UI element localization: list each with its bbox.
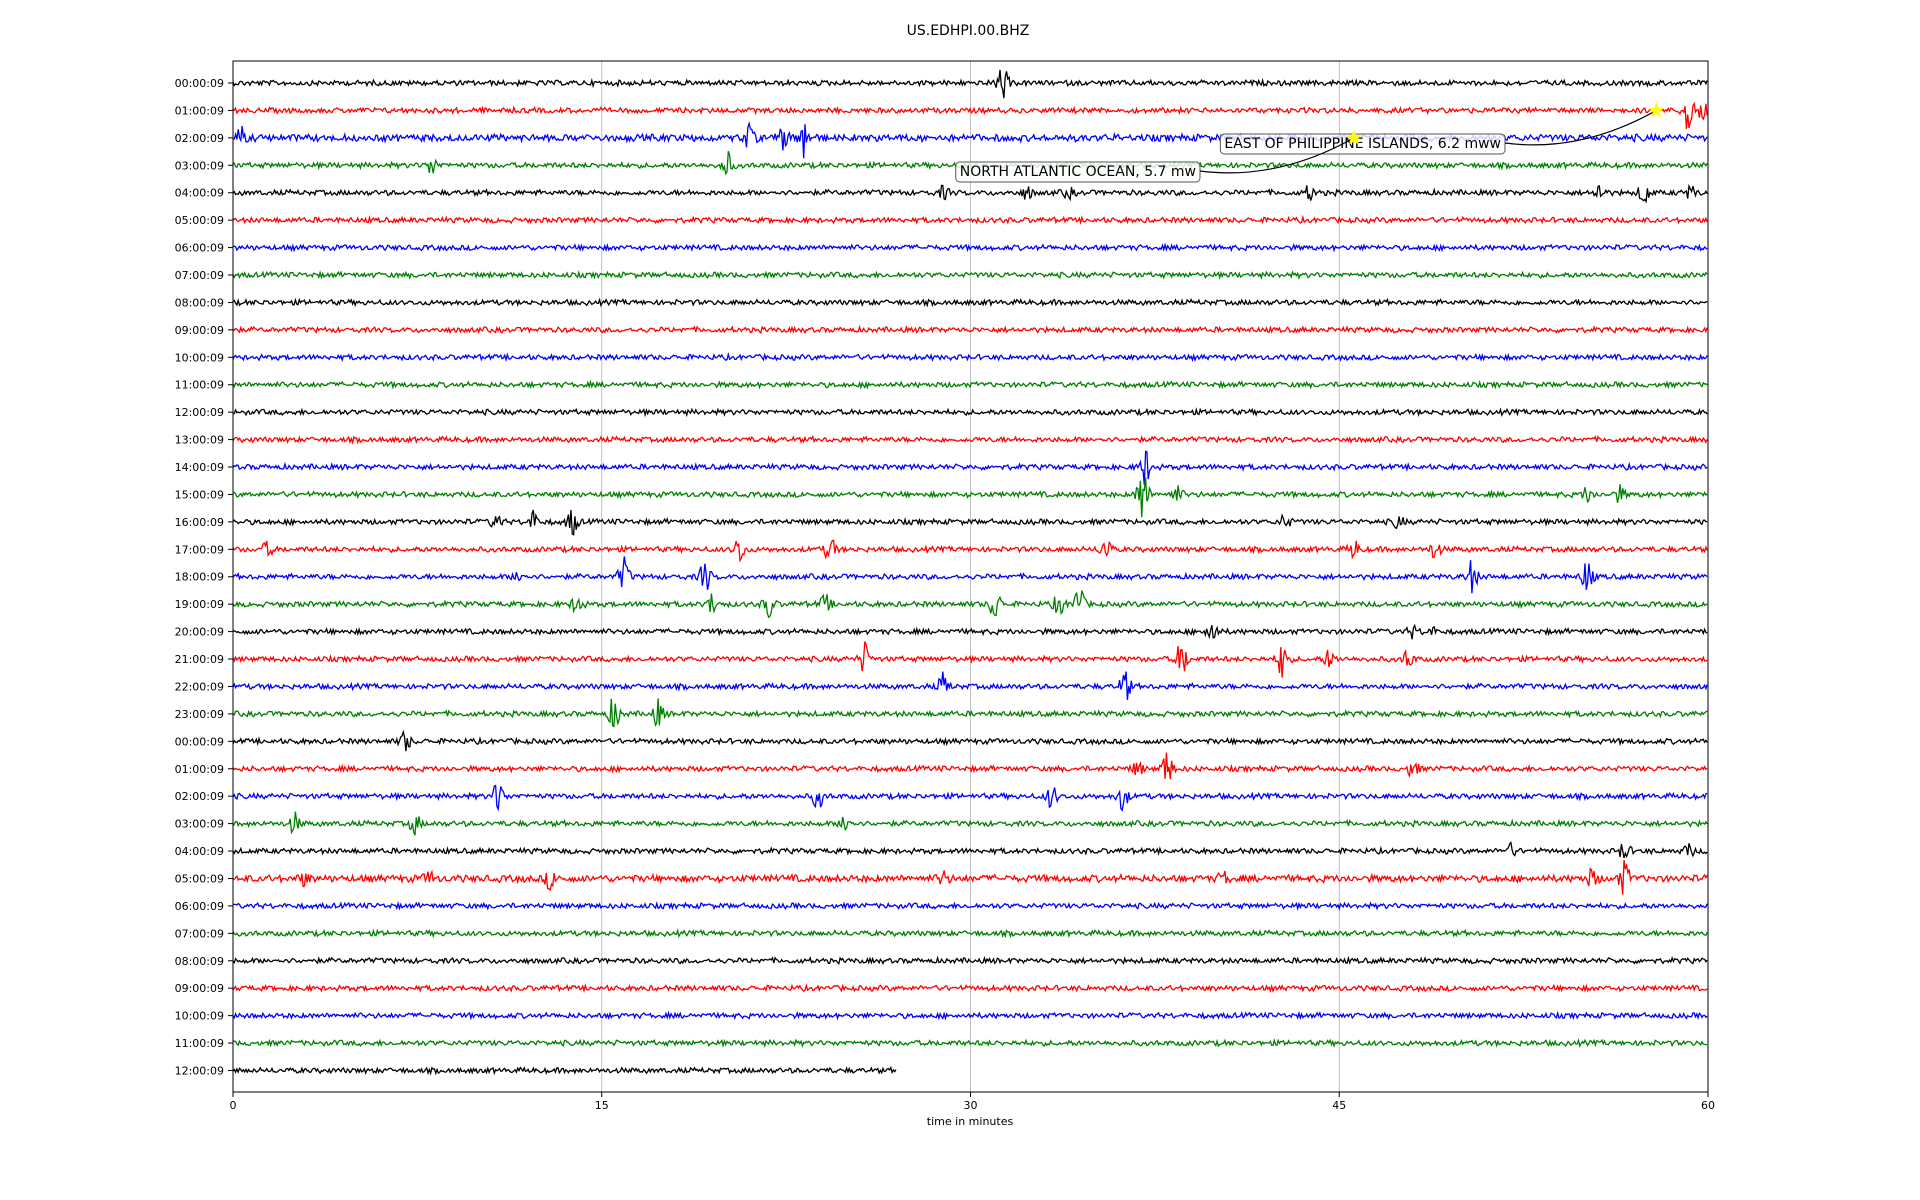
x-tick-label: 45 bbox=[1332, 1099, 1346, 1112]
row-label: 23:00:09 bbox=[175, 708, 224, 721]
trace-line bbox=[232, 556, 1708, 594]
trace-line bbox=[232, 698, 1708, 728]
trace-line bbox=[232, 407, 1708, 418]
traces bbox=[232, 69, 1708, 1076]
row-label: 09:00:09 bbox=[175, 982, 224, 995]
row-label: 03:00:09 bbox=[175, 818, 224, 831]
trace-line bbox=[232, 379, 1708, 390]
row-label: 10:00:09 bbox=[175, 351, 224, 364]
trace-line bbox=[232, 242, 1708, 253]
annotation-box bbox=[1219, 133, 1506, 155]
row-label: 05:00:09 bbox=[175, 872, 224, 885]
trace-line bbox=[232, 101, 1708, 129]
trace-line bbox=[232, 811, 1708, 836]
trace-line bbox=[232, 434, 1708, 445]
row-label: 09:00:09 bbox=[175, 324, 224, 337]
row-label: 20:00:09 bbox=[175, 626, 224, 639]
trace-line bbox=[232, 1010, 1708, 1021]
trace-line bbox=[232, 477, 1708, 518]
row-label: 07:00:09 bbox=[175, 927, 224, 940]
row-label: 15:00:09 bbox=[175, 488, 224, 501]
x-axis-ticks: 0 15 30 45 60 bbox=[230, 1092, 1715, 1112]
trace-line bbox=[232, 450, 1708, 485]
event-star-icon bbox=[1648, 101, 1665, 118]
row-label: 14:00:09 bbox=[175, 461, 224, 474]
trace-line bbox=[232, 539, 1708, 563]
row-label: 07:00:09 bbox=[175, 269, 224, 282]
row-label: 06:00:09 bbox=[175, 242, 224, 255]
trace-line bbox=[232, 955, 1708, 966]
annotation-connector bbox=[1504, 109, 1657, 146]
trace-line bbox=[232, 1065, 897, 1076]
row-label: 00:00:09 bbox=[175, 77, 224, 90]
x-tick-label: 0 bbox=[230, 1099, 237, 1112]
trace-line bbox=[232, 214, 1708, 226]
row-label: 18:00:09 bbox=[175, 571, 224, 584]
row-label: 05:00:09 bbox=[175, 214, 224, 227]
row-label: 21:00:09 bbox=[175, 653, 224, 666]
trace-line bbox=[232, 297, 1708, 308]
annotation-connector bbox=[1199, 137, 1355, 174]
row-label: 02:00:09 bbox=[175, 790, 224, 803]
row-label: 04:00:09 bbox=[175, 845, 224, 858]
trace-line bbox=[232, 623, 1708, 640]
trace-line bbox=[232, 324, 1708, 335]
row-label: 11:00:09 bbox=[175, 1037, 224, 1050]
x-tick-label: 15 bbox=[595, 1099, 609, 1112]
trace-line bbox=[232, 729, 1708, 752]
row-label: 22:00:09 bbox=[175, 680, 224, 693]
event-annotations: EAST OF PHILIPPINE ISLANDS, 6.2 mww NORTH… bbox=[955, 101, 1665, 183]
trace-line bbox=[232, 509, 1708, 536]
row-label: 02:00:09 bbox=[175, 132, 224, 145]
trace-line bbox=[232, 351, 1708, 363]
trace-line bbox=[232, 641, 1708, 678]
trace-line bbox=[232, 69, 1708, 99]
row-label: 10:00:09 bbox=[175, 1010, 224, 1023]
trace-line bbox=[232, 860, 1708, 895]
trace-line bbox=[232, 671, 1708, 700]
row-labels: 00:00:09 01:00:09 02:00:09 03:00:09 04:00:09… bbox=[175, 77, 233, 1077]
row-label: 00:00:09 bbox=[175, 735, 224, 748]
trace-line bbox=[232, 270, 1708, 281]
row-label: 13:00:09 bbox=[175, 434, 224, 447]
event-annotation: EAST OF PHILIPPINE ISLANDS, 6.2 mww bbox=[1219, 101, 1665, 155]
x-axis-label: time in minutes bbox=[927, 1115, 1014, 1128]
trace-line bbox=[232, 1038, 1708, 1049]
row-label: 19:00:09 bbox=[175, 598, 224, 611]
trace-line bbox=[232, 183, 1708, 204]
annotation-text: EAST OF PHILIPPINE ISLANDS, 6.2 mww bbox=[1224, 136, 1501, 152]
row-label: 12:00:09 bbox=[175, 406, 224, 419]
row-label: 08:00:09 bbox=[175, 955, 224, 968]
trace-line bbox=[232, 784, 1708, 812]
row-label: 01:00:09 bbox=[175, 104, 224, 117]
x-tick-label: 60 bbox=[1701, 1099, 1715, 1112]
trace-line bbox=[232, 752, 1708, 780]
chart-title: US.EDHPI.00.BHZ bbox=[907, 23, 1030, 39]
row-label: 08:00:09 bbox=[175, 296, 224, 309]
event-star-icon bbox=[1345, 129, 1363, 145]
row-label: 16:00:09 bbox=[175, 516, 224, 529]
annotation-text: NORTH ATLANTIC OCEAN, 5.7 mw bbox=[960, 164, 1196, 180]
row-label: 04:00:09 bbox=[175, 187, 224, 200]
event-annotation: NORTH ATLANTIC OCEAN, 5.7 mw bbox=[955, 129, 1363, 183]
annotation-box bbox=[955, 161, 1201, 183]
trace-line bbox=[232, 590, 1708, 619]
trace-line bbox=[232, 900, 1708, 912]
trace-line bbox=[232, 982, 1708, 994]
row-label: 11:00:09 bbox=[175, 379, 224, 392]
trace-line bbox=[232, 928, 1708, 939]
row-label: 03:00:09 bbox=[175, 159, 224, 172]
trace-line bbox=[232, 841, 1708, 859]
row-label: 17:00:09 bbox=[175, 543, 224, 556]
row-label: 06:00:09 bbox=[175, 900, 224, 913]
row-label: 01:00:09 bbox=[175, 763, 224, 776]
x-tick-label: 30 bbox=[964, 1099, 978, 1112]
row-label: 12:00:09 bbox=[175, 1064, 224, 1077]
